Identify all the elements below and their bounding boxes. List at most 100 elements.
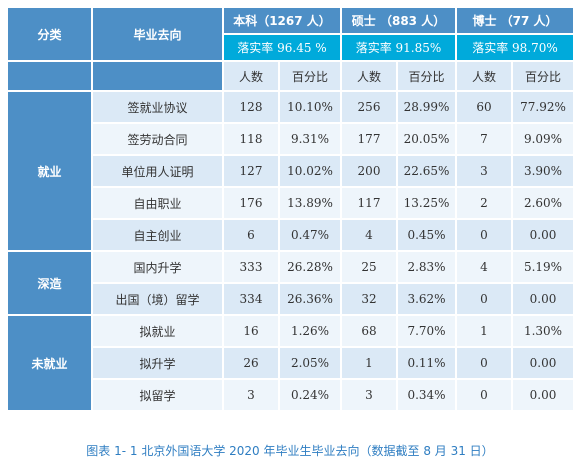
table-row: 出国（境）留学 334 26.36% 32 3.62% 0 0.00	[8, 284, 573, 314]
value-cell: 26	[224, 348, 278, 378]
subheader-count: 人数	[342, 62, 396, 90]
rate-undergrad: 落实率 96.45 %	[224, 35, 340, 60]
value-cell: 118	[224, 124, 278, 154]
subheader-percent: 百分比	[513, 62, 573, 90]
value-cell: 3.62%	[398, 284, 455, 314]
value-cell: 333	[224, 252, 278, 282]
header-destination: 毕业去向	[93, 8, 222, 60]
subheader-percent: 百分比	[280, 62, 340, 90]
subheader-count: 人数	[224, 62, 278, 90]
value-cell: 0.45%	[398, 220, 455, 250]
graduation-destination-table: 分类 毕业去向 本科（1267 人） 硕士 （883 人） 博士 （77 人） …	[6, 6, 575, 412]
table-row: 自主创业 6 0.47% 4 0.45% 0 0.00	[8, 220, 573, 250]
table-row: 自由职业 176 13.89% 117 13.25% 2 2.60%	[8, 188, 573, 218]
value-cell: 1.30%	[513, 316, 573, 346]
value-cell: 3	[342, 380, 396, 410]
header-undergrad: 本科（1267 人）	[224, 8, 340, 33]
value-cell: 26.28%	[280, 252, 340, 282]
table-container: 分类 毕业去向 本科（1267 人） 硕士 （883 人） 博士 （77 人） …	[6, 6, 575, 412]
value-cell: 32	[342, 284, 396, 314]
value-cell: 2.60%	[513, 188, 573, 218]
destination-cell: 单位用人证明	[93, 156, 222, 186]
value-cell: 0	[457, 284, 511, 314]
destination-cell: 出国（境）留学	[93, 284, 222, 314]
value-cell: 117	[342, 188, 396, 218]
destination-cell: 自主创业	[93, 220, 222, 250]
subheader-count: 人数	[457, 62, 511, 90]
destination-cell: 签劳动合同	[93, 124, 222, 154]
value-cell: 4	[342, 220, 396, 250]
value-cell: 128	[224, 92, 278, 122]
value-cell: 26.36%	[280, 284, 340, 314]
value-cell: 25	[342, 252, 396, 282]
table-row: 单位用人证明 127 10.02% 200 22.65% 3 3.90%	[8, 156, 573, 186]
value-cell: 200	[342, 156, 396, 186]
category-further-study: 深造	[8, 252, 91, 314]
value-cell: 0	[457, 380, 511, 410]
destination-cell: 国内升学	[93, 252, 222, 282]
rate-master: 落实率 91.85%	[342, 35, 455, 60]
value-cell: 127	[224, 156, 278, 186]
value-cell: 7.70%	[398, 316, 455, 346]
value-cell: 5.19%	[513, 252, 573, 282]
header-spacer-category	[8, 62, 91, 90]
value-cell: 60	[457, 92, 511, 122]
value-cell: 2	[457, 188, 511, 218]
value-cell: 9.31%	[280, 124, 340, 154]
value-cell: 28.99%	[398, 92, 455, 122]
header-category: 分类	[8, 8, 91, 60]
value-cell: 9.09%	[513, 124, 573, 154]
value-cell: 0.00	[513, 348, 573, 378]
value-cell: 0.00	[513, 220, 573, 250]
value-cell: 10.10%	[280, 92, 340, 122]
value-cell: 3	[224, 380, 278, 410]
value-cell: 7	[457, 124, 511, 154]
header-spacer-destination	[93, 62, 222, 90]
value-cell: 13.25%	[398, 188, 455, 218]
value-cell: 1.26%	[280, 316, 340, 346]
rate-doctor: 落实率 98.70%	[457, 35, 573, 60]
value-cell: 2.05%	[280, 348, 340, 378]
subheader-percent: 百分比	[398, 62, 455, 90]
value-cell: 0.24%	[280, 380, 340, 410]
value-cell: 0.34%	[398, 380, 455, 410]
value-cell: 77.92%	[513, 92, 573, 122]
value-cell: 176	[224, 188, 278, 218]
category-not-employed: 未就业	[8, 316, 91, 410]
header-master: 硕士 （883 人）	[342, 8, 455, 33]
table-row: 签劳动合同 118 9.31% 177 20.05% 7 9.09%	[8, 124, 573, 154]
table-caption: 图表 1- 1 北京外国语大学 2020 年毕业生毕业去向（数据截至 8 月 3…	[86, 444, 494, 458]
value-cell: 0.00	[513, 380, 573, 410]
destination-cell: 签就业协议	[93, 92, 222, 122]
value-cell: 177	[342, 124, 396, 154]
destination-cell: 拟升学	[93, 348, 222, 378]
value-cell: 256	[342, 92, 396, 122]
value-cell: 3	[457, 156, 511, 186]
value-cell: 10.02%	[280, 156, 340, 186]
value-cell: 0.47%	[280, 220, 340, 250]
table-row: 就业 签就业协议 128 10.10% 256 28.99% 60 77.92%	[8, 92, 573, 250]
value-cell: 1	[342, 348, 396, 378]
value-cell: 0	[457, 220, 511, 250]
table-row: 未就业 拟就业 16 1.26% 68 7.70% 1 1.30%	[8, 316, 573, 410]
value-cell: 13.89%	[280, 188, 340, 218]
value-cell: 3.90%	[513, 156, 573, 186]
destination-cell: 拟就业	[93, 316, 222, 346]
category-employed: 就业	[8, 92, 91, 250]
value-cell: 0	[457, 348, 511, 378]
value-cell: 20.05%	[398, 124, 455, 154]
value-cell: 1	[457, 316, 511, 346]
destination-cell: 自由职业	[93, 188, 222, 218]
value-cell: 4	[457, 252, 511, 282]
value-cell: 0.00	[513, 284, 573, 314]
value-cell: 6	[224, 220, 278, 250]
destination-cell: 拟留学	[93, 380, 222, 410]
value-cell: 2.83%	[398, 252, 455, 282]
value-cell: 16	[224, 316, 278, 346]
table-row: 拟升学 26 2.05% 1 0.11% 0 0.00	[8, 348, 573, 378]
table-row: 拟留学 3 0.24% 3 0.34% 0 0.00	[8, 380, 573, 410]
value-cell: 22.65%	[398, 156, 455, 186]
value-cell: 0.11%	[398, 348, 455, 378]
header-doctor: 博士 （77 人）	[457, 8, 573, 33]
value-cell: 68	[342, 316, 396, 346]
